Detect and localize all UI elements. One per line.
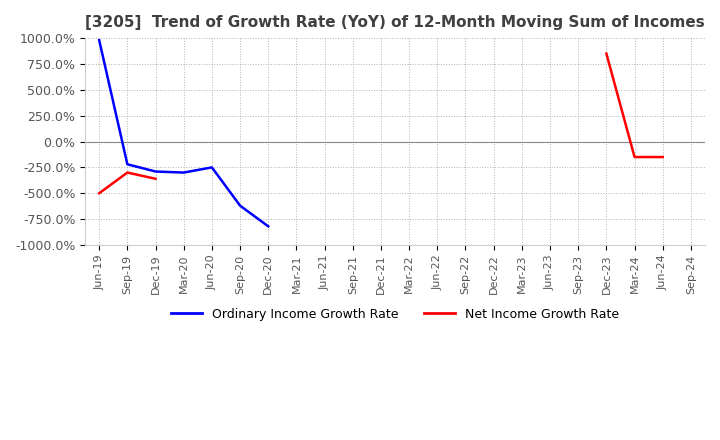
- Title: [3205]  Trend of Growth Rate (YoY) of 12-Month Moving Sum of Incomes: [3205] Trend of Growth Rate (YoY) of 12-…: [85, 15, 705, 30]
- Legend: Ordinary Income Growth Rate, Net Income Growth Rate: Ordinary Income Growth Rate, Net Income …: [166, 303, 624, 326]
